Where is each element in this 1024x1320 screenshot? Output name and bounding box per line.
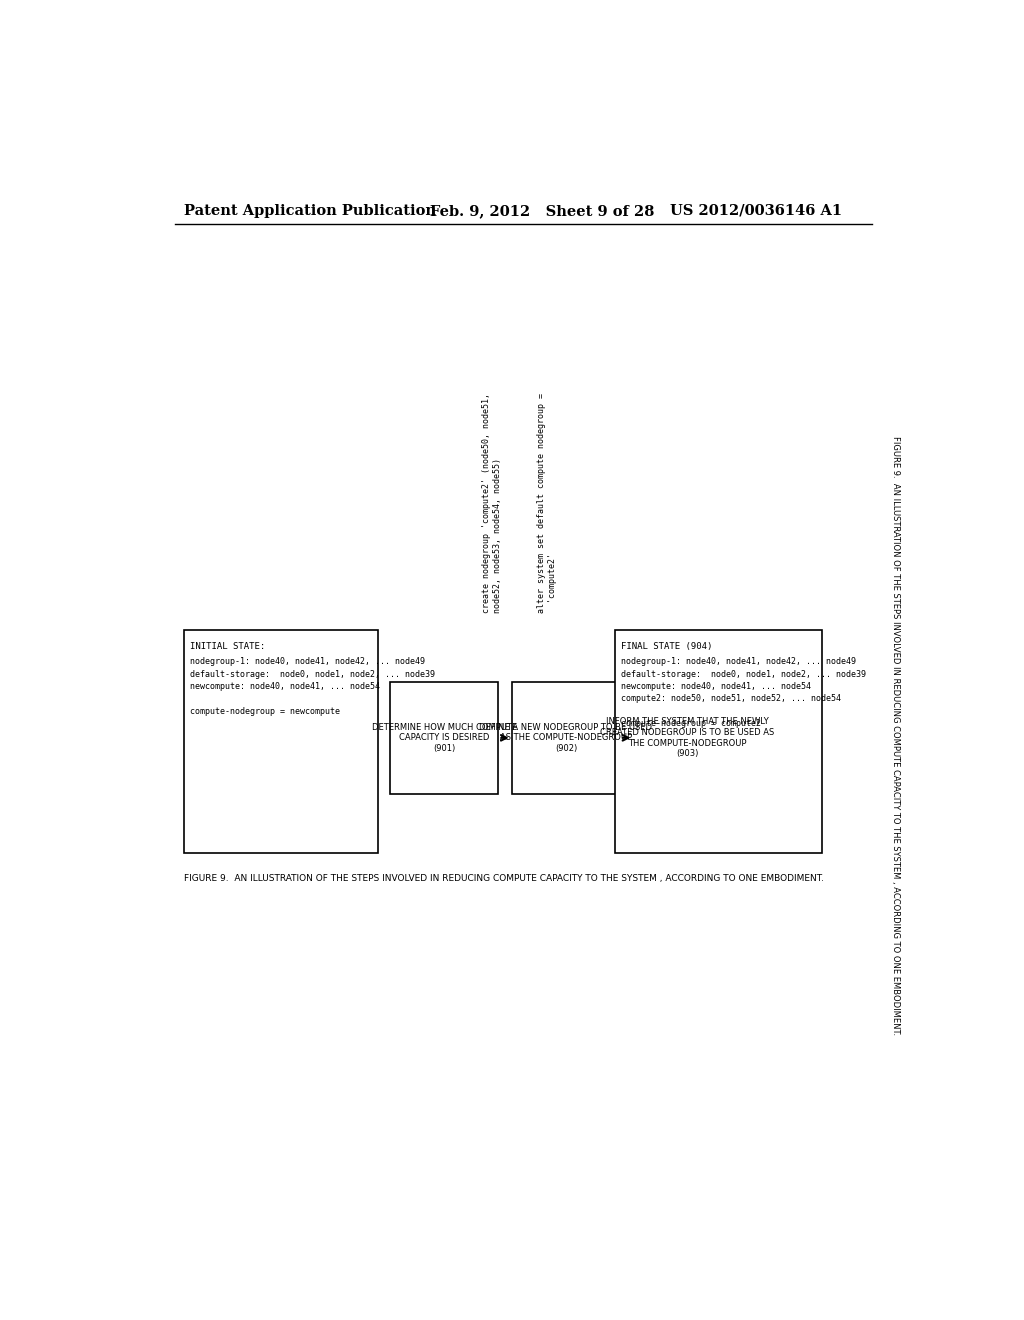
Text: 'compute2': 'compute2' (548, 553, 557, 612)
Bar (183, 630, 378, 853)
Text: Patent Application Publication: Patent Application Publication (183, 203, 436, 218)
Text: newcompute: node40, node41, ... node54: newcompute: node40, node41, ... node54 (621, 682, 811, 690)
Text: DETERMINE HOW MUCH COMPUTE: DETERMINE HOW MUCH COMPUTE (372, 722, 517, 731)
Bar (390, 682, 499, 793)
Text: Feb. 9, 2012   Sheet 9 of 28: Feb. 9, 2012 Sheet 9 of 28 (430, 203, 654, 218)
Text: nodegroup-1: node40, node41, node42, ... node49: nodegroup-1: node40, node41, node42, ...… (190, 657, 425, 667)
Text: US 2012/0036146 A1: US 2012/0036146 A1 (671, 203, 843, 218)
Text: INFORM THE SYSTEM THAT THE NEWLY: INFORM THE SYSTEM THAT THE NEWLY (606, 717, 769, 726)
Text: (901): (901) (433, 744, 456, 754)
Text: FIGURE 9.  AN ILLUSTRATION OF THE STEPS INVOLVED IN REDUCING COMPUTE CAPACITY TO: FIGURE 9. AN ILLUSTRATION OF THE STEPS I… (891, 437, 900, 1035)
Text: compute-nodegroup = newcompute: compute-nodegroup = newcompute (190, 706, 340, 715)
Text: FINAL STATE (904): FINAL STATE (904) (621, 642, 713, 651)
Bar (512, 682, 621, 793)
Text: CAPACITY IS DESIRED: CAPACITY IS DESIRED (399, 734, 489, 742)
Text: DEFINE A NEW NODEGROUP TO BE USED: DEFINE A NEW NODEGROUP TO BE USED (479, 722, 652, 731)
Text: compute-nodegroup = compute2: compute-nodegroup = compute2 (621, 719, 761, 727)
Text: (902): (902) (555, 744, 577, 754)
Text: (903): (903) (677, 750, 698, 759)
Text: node52, node53, node54, node55): node52, node53, node54, node55) (493, 458, 502, 612)
Text: default-storage:  node0, node1, node2, ... node39: default-storage: node0, node1, node2, ..… (621, 669, 866, 678)
Text: newcompute: node40, node41, ... node54: newcompute: node40, node41, ... node54 (190, 682, 380, 690)
Text: AS THE COMPUTE-NODEGROUP: AS THE COMPUTE-NODEGROUP (500, 734, 632, 742)
Text: FIGURE 9.  AN ILLUSTRATION OF THE STEPS INVOLVED IN REDUCING COMPUTE CAPACITY TO: FIGURE 9. AN ILLUSTRATION OF THE STEPS I… (183, 874, 823, 883)
Bar (614, 630, 822, 853)
Text: create nodegroup 'compute2' (node50, node51,: create nodegroup 'compute2' (node50, nod… (481, 393, 490, 612)
Text: INITIAL STATE:: INITIAL STATE: (190, 642, 265, 651)
Text: nodegroup-1: node40, node41, node42, ... node49: nodegroup-1: node40, node41, node42, ...… (621, 657, 856, 667)
Text: alter system set default compute nodegroup =: alter system set default compute nodegro… (538, 393, 547, 612)
Text: default-storage:  node0, node1, node2, ... node39: default-storage: node0, node1, node2, ..… (190, 669, 435, 678)
Text: compute2: node50, node51, node52, ... node54: compute2: node50, node51, node52, ... no… (621, 694, 841, 704)
Text: CREATED NODEGROUP IS TO BE USED AS: CREATED NODEGROUP IS TO BE USED AS (600, 727, 775, 737)
Bar (633, 682, 741, 793)
Text: THE COMPUTE-NODEGROUP: THE COMPUTE-NODEGROUP (629, 739, 746, 747)
